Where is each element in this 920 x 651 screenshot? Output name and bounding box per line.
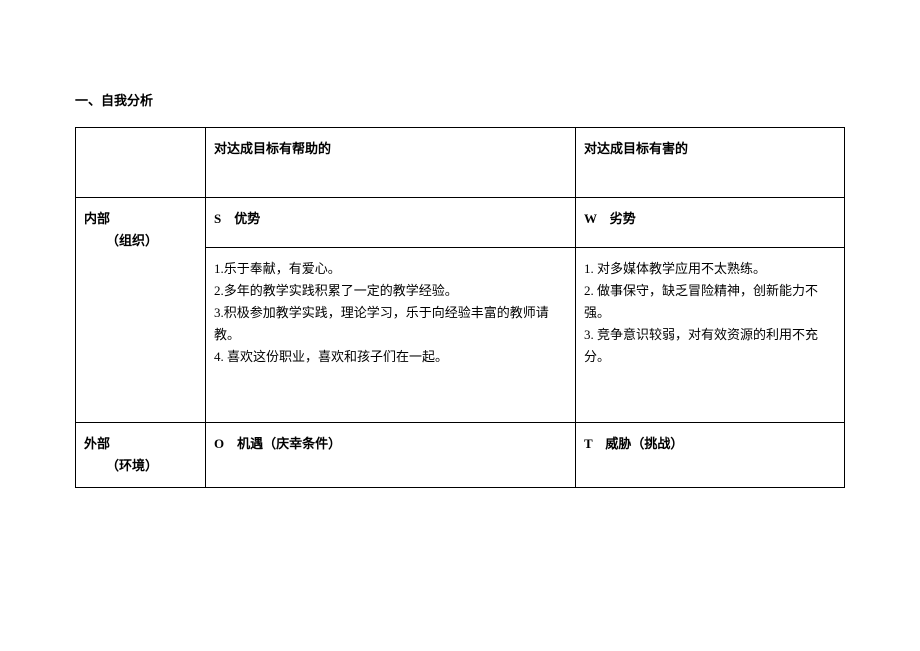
strengths-cell: 1.乐于奉献，有爱心。 2.多年的教学实践积累了一定的教学经验。 3.积极参加教…: [206, 248, 576, 423]
internal-label-cell: 内部 （组织）: [76, 198, 206, 423]
list-item: 1.乐于奉献，有爱心。: [214, 258, 567, 280]
internal-main-label: 内部: [84, 211, 110, 226]
strengths-header: S 优势: [206, 198, 576, 248]
weaknesses-header: W 劣势: [576, 198, 845, 248]
threats-header: T 威胁（挑战）: [576, 423, 845, 488]
list-item: 3.积极参加教学实践，理论学习，乐于向经验丰富的教师请教。: [214, 302, 567, 346]
external-label-cell: 外部 （环境）: [76, 423, 206, 488]
list-item: 1. 对多媒体教学应用不太熟练。: [584, 258, 836, 280]
internal-sub-label: （组织）: [84, 230, 197, 252]
list-item: 4. 喜欢这份职业，喜欢和孩子们在一起。: [214, 346, 567, 368]
external-sub-label: （环境）: [84, 455, 197, 477]
external-header-row: 外部 （环境） O 机遇（庆幸条件） T 威胁（挑战）: [76, 423, 845, 488]
section-title: 一、自我分析: [75, 90, 845, 109]
header-helpful: 对达成目标有帮助的: [206, 128, 576, 198]
list-item: 2. 做事保守，缺乏冒险精神，创新能力不强。: [584, 280, 836, 324]
header-empty-cell: [76, 128, 206, 198]
header-harmful: 对达成目标有害的: [576, 128, 845, 198]
list-item: 3. 竞争意识较弱，对有效资源的利用不充分。: [584, 324, 836, 368]
internal-header-row: 内部 （组织） S 优势 W 劣势: [76, 198, 845, 248]
opportunities-header: O 机遇（庆幸条件）: [206, 423, 576, 488]
external-main-label: 外部: [84, 436, 110, 451]
list-item: 2.多年的教学实践积累了一定的教学经验。: [214, 280, 567, 302]
table-header-row: 对达成目标有帮助的 对达成目标有害的: [76, 128, 845, 198]
weaknesses-cell: 1. 对多媒体教学应用不太熟练。 2. 做事保守，缺乏冒险精神，创新能力不强。 …: [576, 248, 845, 423]
swot-table: 对达成目标有帮助的 对达成目标有害的 内部 （组织） S 优势 W 劣势 1.乐…: [75, 127, 845, 488]
